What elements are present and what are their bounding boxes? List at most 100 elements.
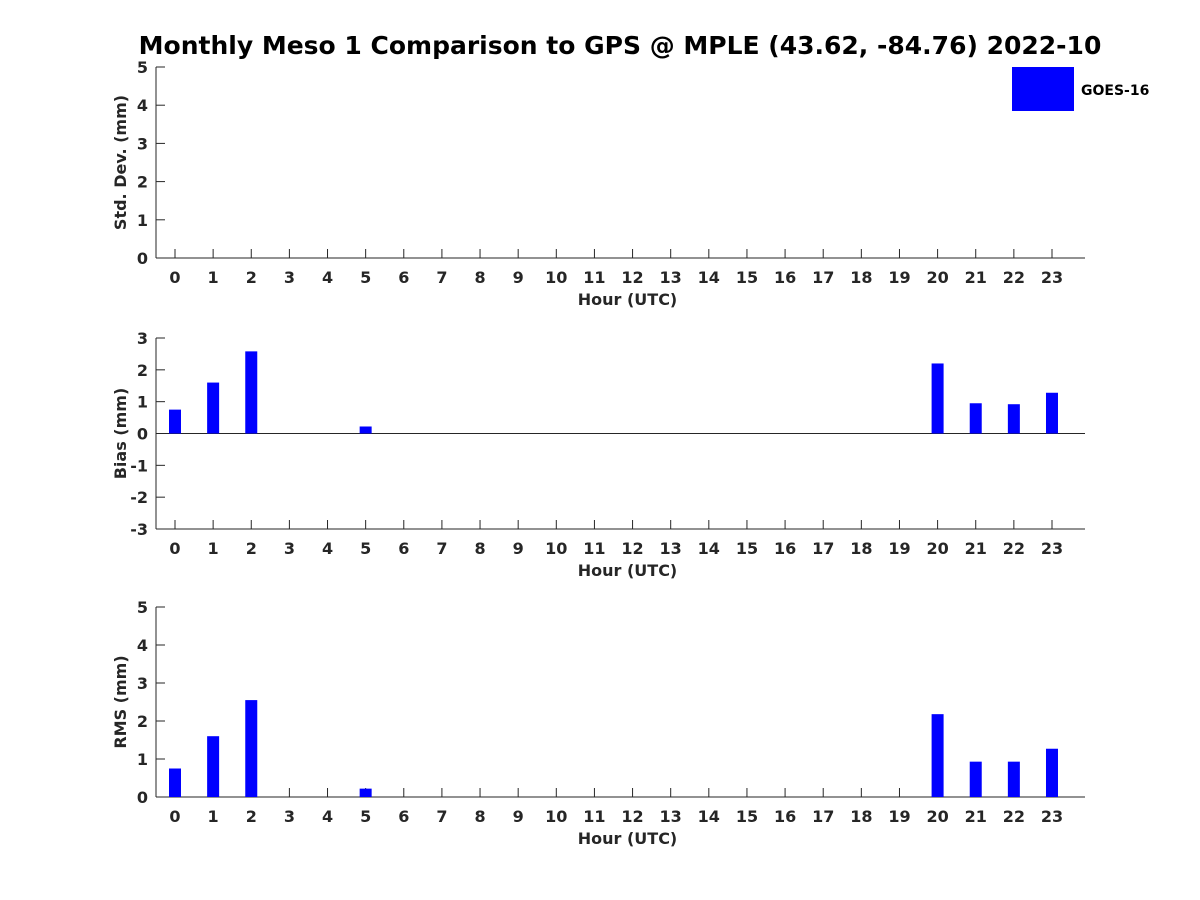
bar: [1007, 404, 1020, 434]
legend-swatch: [1012, 67, 1074, 111]
x-axis-label: Hour (UTC): [578, 290, 678, 309]
x-tick-label: 23: [1041, 268, 1063, 287]
x-tick-label: 15: [736, 807, 758, 826]
y-axis-label: RMS (mm): [111, 655, 130, 748]
x-axis-label: Hour (UTC): [578, 561, 678, 580]
y-tick-label: -3: [130, 520, 148, 539]
y-tick-label: 3: [137, 134, 148, 153]
bar: [1045, 392, 1058, 434]
x-tick-label: 6: [398, 268, 409, 287]
x-tick-label: 11: [583, 539, 605, 558]
bar: [359, 788, 372, 797]
y-tick-label: 5: [137, 58, 148, 77]
x-tick-label: 13: [660, 268, 682, 287]
bar: [207, 382, 220, 434]
x-tick-label: 22: [1003, 807, 1025, 826]
x-tick-label: 17: [812, 268, 834, 287]
bar: [359, 426, 372, 434]
x-tick-label: 5: [360, 268, 371, 287]
legend-label: GOES-16: [1081, 83, 1149, 99]
x-tick-label: 9: [513, 807, 524, 826]
x-tick-label: 16: [774, 268, 796, 287]
x-tick-label: 16: [774, 539, 796, 558]
x-tick-label: 14: [698, 539, 720, 558]
x-tick-label: 18: [850, 539, 872, 558]
y-tick-label: 1: [137, 750, 148, 769]
bar: [969, 761, 982, 797]
x-tick-label: 10: [545, 539, 567, 558]
x-tick-label: 12: [621, 539, 643, 558]
x-tick-label: 21: [965, 807, 987, 826]
x-tick-label: 4: [322, 807, 333, 826]
x-tick-label: 20: [926, 807, 948, 826]
y-axis-label: Bias (mm): [111, 388, 130, 480]
x-tick-label: 12: [621, 268, 643, 287]
x-tick-label: 22: [1003, 268, 1025, 287]
x-tick-label: 19: [888, 268, 910, 287]
bar: [169, 768, 181, 797]
x-tick-label: 18: [850, 268, 872, 287]
x-tick-label: 0: [169, 268, 180, 287]
bar: [207, 736, 220, 797]
y-tick-label: 0: [137, 425, 148, 444]
x-tick-label: 9: [513, 268, 524, 287]
y-tick-label: 0: [137, 788, 148, 807]
y-axis-label: Std. Dev. (mm): [111, 95, 130, 230]
y-tick-label: 5: [137, 598, 148, 617]
x-tick-label: 13: [660, 539, 682, 558]
bar: [1007, 761, 1020, 797]
x-tick-label: 0: [169, 539, 180, 558]
x-tick-label: 12: [621, 807, 643, 826]
x-tick-label: 6: [398, 539, 409, 558]
x-tick-label: 14: [698, 807, 720, 826]
x-tick-label: 1: [208, 807, 219, 826]
x-tick-label: 11: [583, 807, 605, 826]
x-tick-label: 5: [360, 807, 371, 826]
y-tick-label: 4: [137, 636, 148, 655]
x-tick-label: 8: [474, 807, 485, 826]
x-tick-label: 15: [736, 539, 758, 558]
bar: [931, 714, 944, 797]
y-tick-label: 2: [137, 361, 148, 380]
x-tick-label: 7: [436, 807, 447, 826]
x-tick-label: 3: [284, 268, 295, 287]
x-tick-label: 8: [474, 539, 485, 558]
x-tick-label: 23: [1041, 807, 1063, 826]
x-tick-label: 14: [698, 268, 720, 287]
x-tick-label: 11: [583, 268, 605, 287]
bar: [245, 351, 258, 434]
x-tick-label: 19: [888, 807, 910, 826]
x-tick-label: 19: [888, 539, 910, 558]
y-tick-label: -2: [130, 488, 148, 507]
bar: [245, 700, 258, 797]
x-tick-label: 13: [660, 807, 682, 826]
x-tick-label: 4: [322, 539, 333, 558]
x-tick-label: 3: [284, 539, 295, 558]
y-tick-label: 3: [137, 329, 148, 348]
x-tick-label: 10: [545, 268, 567, 287]
x-tick-label: 18: [850, 807, 872, 826]
bar: [1045, 748, 1058, 797]
x-tick-label: 8: [474, 268, 485, 287]
x-tick-label: 9: [513, 539, 524, 558]
x-tick-label: 2: [246, 268, 257, 287]
x-tick-label: 10: [545, 807, 567, 826]
x-tick-label: 17: [812, 807, 834, 826]
y-tick-label: 2: [137, 712, 148, 731]
x-tick-label: 4: [322, 268, 333, 287]
y-tick-label: 4: [137, 96, 148, 115]
y-tick-label: 3: [137, 674, 148, 693]
x-tick-label: 21: [965, 268, 987, 287]
x-tick-label: 1: [208, 539, 219, 558]
x-tick-label: 1: [208, 268, 219, 287]
x-tick-label: 17: [812, 539, 834, 558]
x-tick-label: 2: [246, 539, 257, 558]
x-tick-label: 20: [926, 268, 948, 287]
y-tick-label: 0: [137, 249, 148, 268]
x-axis-label: Hour (UTC): [578, 829, 678, 848]
